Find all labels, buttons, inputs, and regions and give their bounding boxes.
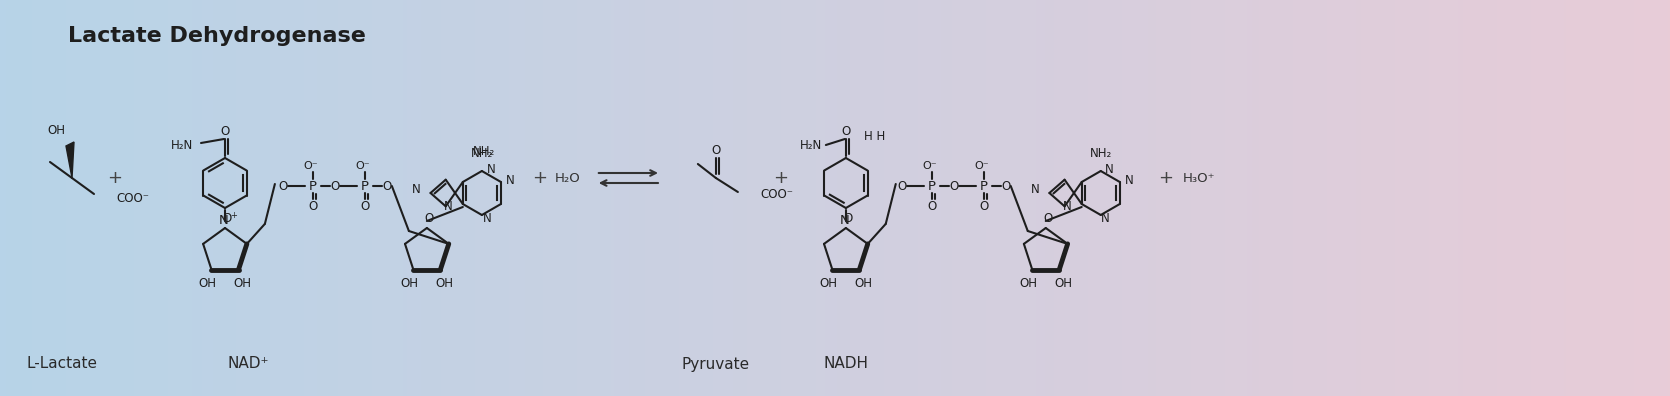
Text: NADH: NADH xyxy=(823,356,868,371)
Text: O⁻: O⁻ xyxy=(304,161,319,171)
Text: NH₂: NH₂ xyxy=(473,145,494,158)
Text: O: O xyxy=(222,211,232,225)
Text: Lactate Dehydrogenase: Lactate Dehydrogenase xyxy=(68,26,366,46)
Text: O: O xyxy=(897,179,907,192)
Text: H₂N: H₂N xyxy=(170,139,194,152)
Text: +: + xyxy=(1159,169,1174,187)
Text: OH: OH xyxy=(820,277,837,290)
Text: O: O xyxy=(331,179,339,192)
Text: O⁻: O⁻ xyxy=(922,161,937,171)
Text: P: P xyxy=(361,179,369,192)
Text: +: + xyxy=(533,169,548,187)
Text: N: N xyxy=(1124,173,1134,187)
Text: +: + xyxy=(230,211,237,220)
Text: O⁻: O⁻ xyxy=(356,161,371,171)
Text: O: O xyxy=(382,179,391,192)
Text: N: N xyxy=(412,183,421,196)
Text: COO⁻: COO⁻ xyxy=(115,192,149,204)
Text: O: O xyxy=(927,200,937,213)
Text: O: O xyxy=(220,124,230,137)
Text: P: P xyxy=(929,179,935,192)
Text: N: N xyxy=(840,214,850,227)
Text: P: P xyxy=(309,179,317,192)
Polygon shape xyxy=(67,142,73,178)
Text: N: N xyxy=(219,214,229,227)
Text: O: O xyxy=(842,124,850,137)
Text: O: O xyxy=(949,179,959,192)
Text: H₃O⁺: H₃O⁺ xyxy=(1182,171,1216,185)
Text: Pyruvate: Pyruvate xyxy=(681,356,750,371)
Text: N: N xyxy=(1062,200,1072,213)
Text: NH₂: NH₂ xyxy=(1089,147,1112,160)
Text: OH: OH xyxy=(1019,277,1037,290)
Text: OH: OH xyxy=(199,277,217,290)
Text: O: O xyxy=(424,211,434,225)
Text: L-Lactate: L-Lactate xyxy=(27,356,97,371)
Text: N: N xyxy=(444,200,453,213)
Text: N: N xyxy=(506,173,514,187)
Text: O: O xyxy=(279,179,287,192)
Text: N: N xyxy=(483,211,491,225)
Text: NAD⁺: NAD⁺ xyxy=(227,356,269,371)
Text: N: N xyxy=(1102,211,1111,225)
Text: OH: OH xyxy=(436,277,453,290)
Text: H₂O: H₂O xyxy=(554,171,581,185)
Text: +: + xyxy=(773,169,788,187)
Text: OH: OH xyxy=(401,277,419,290)
Text: O: O xyxy=(843,211,852,225)
Text: OH: OH xyxy=(234,277,252,290)
Text: O: O xyxy=(979,200,989,213)
Text: P: P xyxy=(980,179,987,192)
Text: O⁻: O⁻ xyxy=(974,161,989,171)
Text: OH: OH xyxy=(47,124,65,137)
Text: H₂N: H₂N xyxy=(800,139,822,152)
Text: N: N xyxy=(486,162,496,175)
Text: H H: H H xyxy=(863,129,885,143)
Text: OH: OH xyxy=(855,277,872,290)
Text: +: + xyxy=(107,169,122,187)
Text: N: N xyxy=(1030,183,1039,196)
Text: COO⁻: COO⁻ xyxy=(762,187,793,200)
Text: O: O xyxy=(361,200,369,213)
Text: O: O xyxy=(309,200,317,213)
Text: O: O xyxy=(711,143,720,156)
Text: NH₂: NH₂ xyxy=(471,147,493,160)
Text: O: O xyxy=(1000,179,1010,192)
Text: N: N xyxy=(1106,162,1114,175)
Text: O: O xyxy=(1044,211,1052,225)
Text: OH: OH xyxy=(1054,277,1072,290)
